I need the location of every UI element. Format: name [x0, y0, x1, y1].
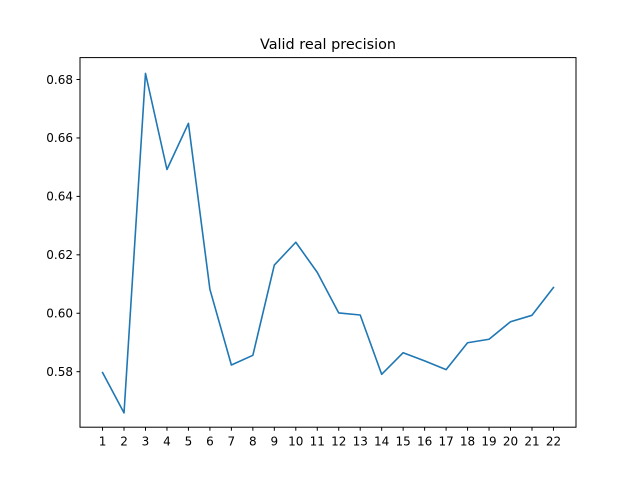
y-tick-label: 0.64: [46, 190, 73, 204]
y-tick-label: 0.66: [46, 131, 73, 145]
y-tick-label: 0.58: [46, 365, 73, 379]
y-tick-label: 0.60: [46, 307, 73, 321]
x-tick-label: 11: [310, 435, 325, 449]
x-tick-label: 21: [524, 435, 539, 449]
x-tick-label: 1: [99, 435, 107, 449]
y-axis: 0.58 0.60 0.62 0.64 0.66 0.68: [46, 73, 80, 379]
x-tick-label: 20: [503, 435, 518, 449]
x-tick-label: 9: [271, 435, 279, 449]
x-tick-label: 17: [438, 435, 453, 449]
x-tick-label: 3: [142, 435, 150, 449]
x-tick-label: 13: [353, 435, 368, 449]
x-tick-label: 12: [331, 435, 346, 449]
x-tick-label: 7: [228, 435, 236, 449]
chart-title: Valid real precision: [260, 37, 396, 53]
x-tick-label: 4: [163, 435, 171, 449]
x-tick-label: 6: [206, 435, 214, 449]
series-line: [101, 72, 555, 414]
x-tick-label: 10: [288, 435, 303, 449]
x-tick-label: 15: [396, 435, 411, 449]
x-tick-label: 22: [546, 435, 561, 449]
x-tick-label: 14: [374, 435, 389, 449]
x-tick-label: 16: [417, 435, 432, 449]
x-tick-label: 8: [249, 435, 257, 449]
plot-area-frame: [79, 57, 577, 428]
x-tick-label: 19: [481, 435, 496, 449]
y-tick-label: 0.68: [46, 73, 73, 87]
x-tick-label: 2: [120, 435, 128, 449]
x-tick-label: 5: [185, 435, 193, 449]
y-tick-label: 0.62: [46, 248, 73, 262]
series-layer: [101, 72, 555, 414]
x-tick-label: 18: [460, 435, 475, 449]
x-axis: 1 2 3 4 5 6 7 8 9 10 11 12 13 14 15 16 17 18 19 20 21 22: [99, 427, 561, 449]
